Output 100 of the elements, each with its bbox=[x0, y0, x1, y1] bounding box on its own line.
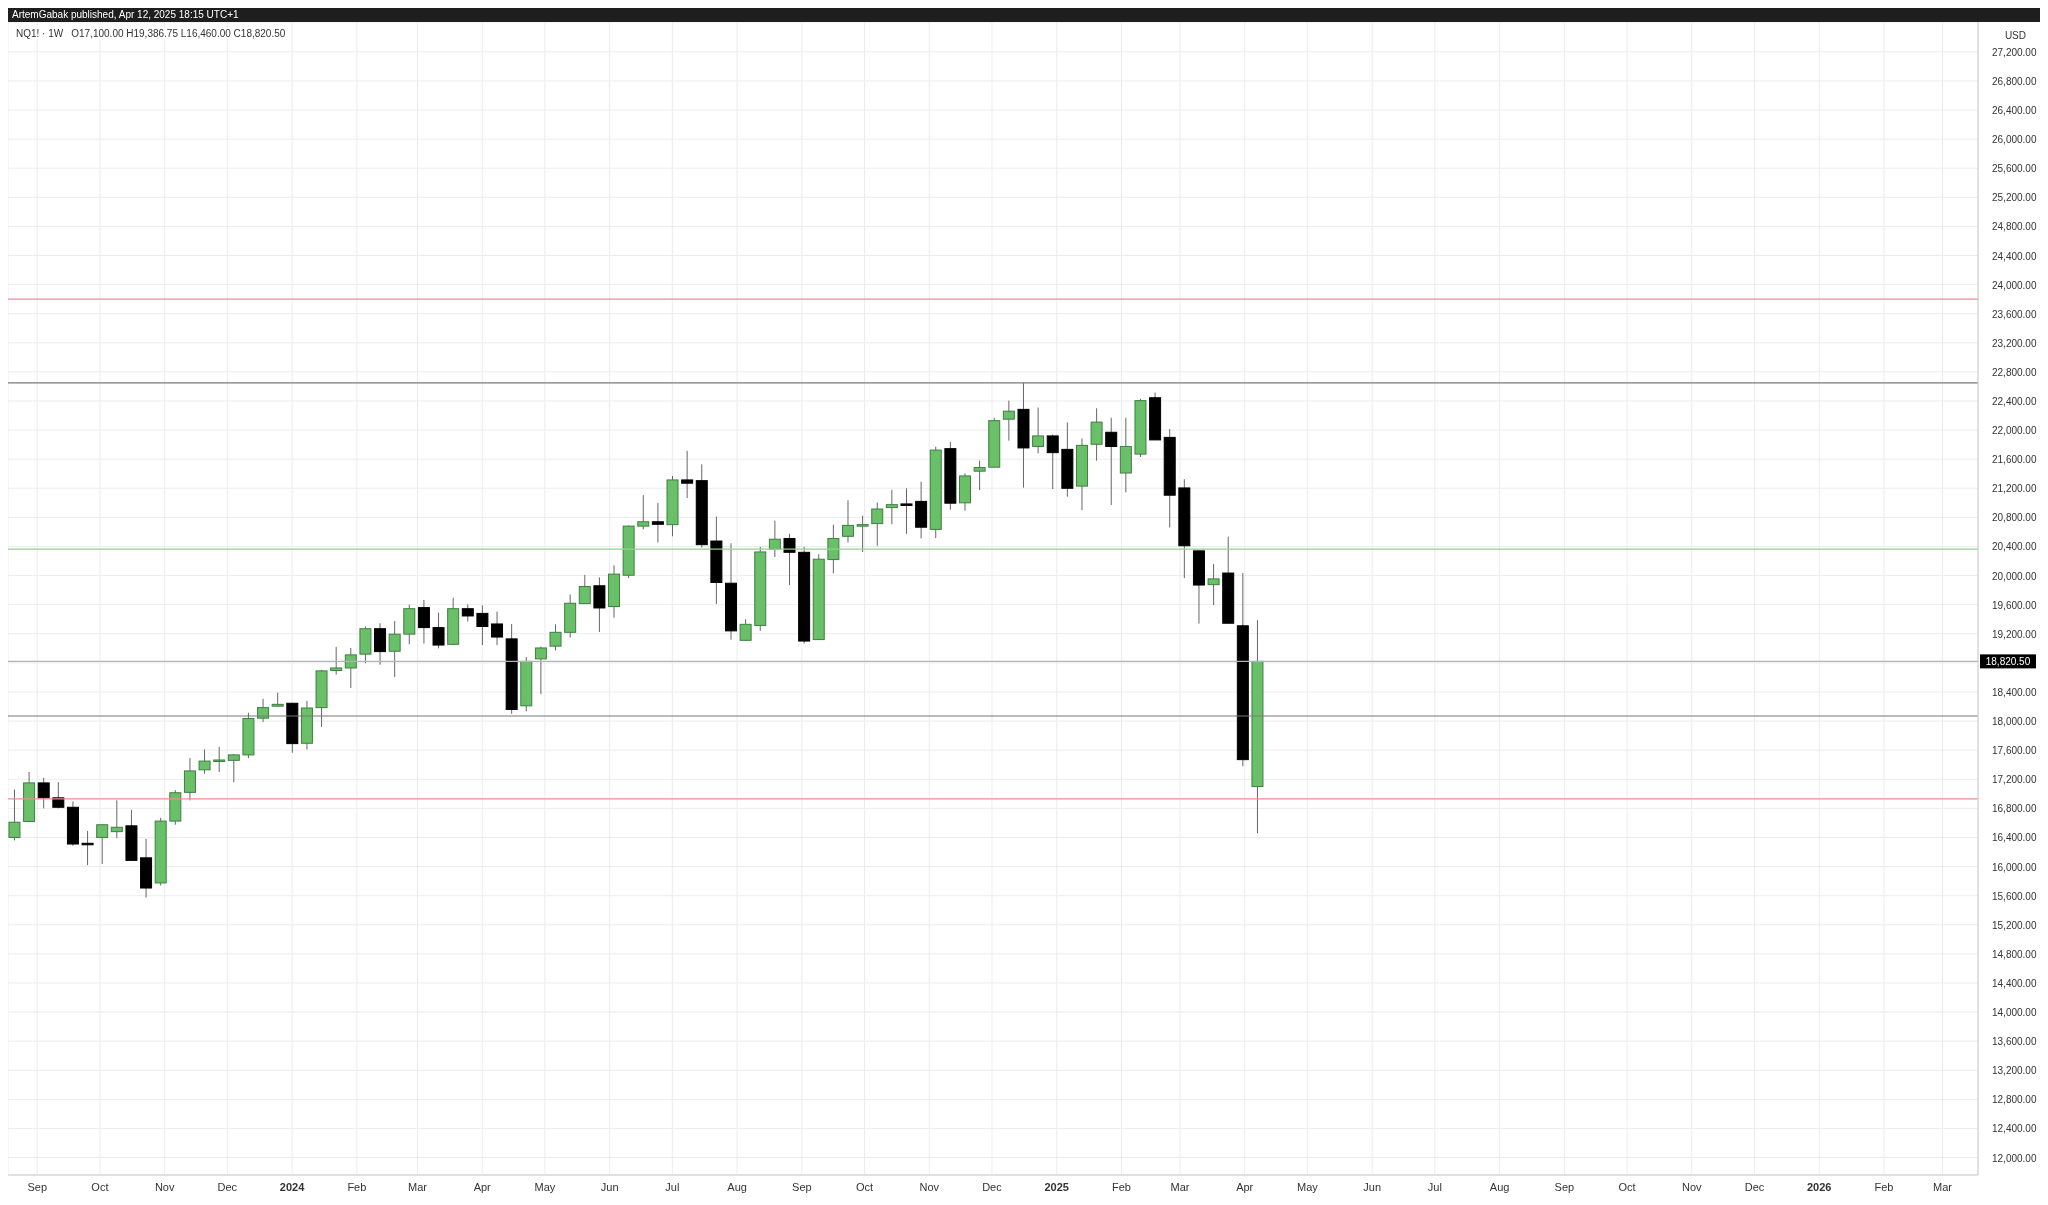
x-tick-label: Mar bbox=[1933, 1181, 1953, 1193]
candlestick bbox=[1046, 433, 1059, 490]
y-tick-label: 26,800.00 bbox=[1992, 75, 2037, 87]
candlestick bbox=[96, 823, 109, 865]
candlestick bbox=[491, 611, 504, 646]
candlestick bbox=[183, 757, 196, 801]
x-tick-label: Feb bbox=[1111, 1181, 1131, 1193]
candlestick bbox=[374, 622, 387, 666]
y-tick-label: 22,400.00 bbox=[1992, 396, 2037, 407]
y-tick-label: 27,200.00 bbox=[1992, 46, 2037, 58]
y-tick-label: 26,000.00 bbox=[1992, 134, 2037, 146]
y-tick-label: 22,000.00 bbox=[1992, 425, 2037, 437]
x-tick-label: 2024 bbox=[279, 1181, 306, 1193]
x-tick-label: Apr bbox=[1236, 1181, 1254, 1193]
candlestick bbox=[1002, 400, 1015, 442]
candlestick bbox=[1105, 417, 1118, 506]
x-tick-label: Feb bbox=[1874, 1181, 1894, 1193]
text: O17,100.00 H19,386.75 L16,460.00 C18,820.50 bbox=[71, 28, 286, 39]
y-tick-label: 22,800.00 bbox=[1992, 366, 2037, 378]
candlestick bbox=[651, 502, 664, 543]
candlestick bbox=[578, 574, 591, 605]
candlestick bbox=[344, 647, 357, 689]
x-tick-label: Dec bbox=[982, 1181, 1003, 1193]
y-tick-label: 17,600.00 bbox=[1992, 745, 2037, 757]
candlestick bbox=[637, 494, 650, 530]
candlestick bbox=[534, 646, 547, 695]
x-tick-label: Sep bbox=[27, 1181, 48, 1193]
y-tick-label: 25,200.00 bbox=[1992, 192, 2037, 204]
candlestick bbox=[476, 604, 489, 646]
candlestick bbox=[1090, 407, 1103, 462]
candlestick bbox=[37, 777, 50, 809]
y-tick-label: 14,000.00 bbox=[1992, 1007, 2037, 1019]
x-tick-label: Mar bbox=[1170, 1181, 1190, 1193]
candlestick bbox=[593, 576, 606, 633]
candlestick bbox=[432, 612, 445, 649]
x-tick-label: Apr bbox=[473, 1181, 492, 1193]
candlestick bbox=[8, 788, 21, 841]
y-tick-label: 20,400.00 bbox=[1992, 541, 2037, 553]
x-tick-label: Nov bbox=[919, 1181, 940, 1193]
candlestick bbox=[81, 830, 94, 866]
x-tick-label: Mar bbox=[407, 1181, 428, 1193]
x-tick-label: Nov bbox=[154, 1181, 175, 1193]
y-tick-label: 20,000.00 bbox=[1992, 570, 2037, 582]
y-tick-label: 21,600.00 bbox=[1992, 454, 2037, 466]
y-tick-label: 14,800.00 bbox=[1992, 948, 2037, 960]
candlestick bbox=[842, 499, 854, 543]
text: ArtemGabak published, Apr 12, 2025 18:15 UTC+1 bbox=[12, 9, 239, 20]
x-tick-label: May bbox=[534, 1181, 556, 1193]
y-tick-label: 25,600.00 bbox=[1992, 163, 2037, 175]
y-tick-label: 12,800.00 bbox=[1992, 1094, 2037, 1106]
x-tick-label: Dec bbox=[217, 1181, 238, 1193]
ref-line-label: 18,820.50 bbox=[1985, 656, 2031, 668]
candlestick bbox=[973, 460, 986, 491]
x-tick-label: 2025 bbox=[1044, 1181, 1069, 1193]
candlestick bbox=[681, 450, 694, 499]
y-tick-label: 15,200.00 bbox=[1992, 919, 2037, 931]
y-tick-label: 16,400.00 bbox=[1992, 832, 2037, 844]
y-tick-label: 18,000.00 bbox=[1992, 716, 2037, 728]
x-tick-label: Aug bbox=[727, 1181, 747, 1193]
candlestick bbox=[827, 524, 840, 574]
y-tick-label: 20,800.00 bbox=[1992, 512, 2037, 524]
x-tick-label: Oct bbox=[1618, 1181, 1636, 1193]
candlestick bbox=[549, 623, 562, 652]
y-tick-label: 17,200.00 bbox=[1992, 774, 2037, 786]
y-tick-label: 14,400.00 bbox=[1992, 977, 2037, 989]
candlestick bbox=[856, 515, 869, 553]
x-tick-label: Jun bbox=[1363, 1181, 1382, 1193]
x-tick-label: Nov bbox=[1682, 1181, 1703, 1193]
y-tick-label: 23,200.00 bbox=[1992, 337, 2037, 349]
candlestick bbox=[213, 746, 226, 773]
y-tick-label: 12,000.00 bbox=[1992, 1152, 2037, 1164]
candlestick bbox=[885, 489, 898, 525]
candlestick bbox=[110, 799, 123, 839]
candlestick bbox=[198, 748, 211, 775]
candlestick bbox=[388, 620, 401, 678]
y-tick-label: 23,600.00 bbox=[1992, 308, 2037, 320]
x-tick-label: May bbox=[1297, 1181, 1319, 1193]
candlestick bbox=[417, 599, 430, 645]
y-tick-label: 24,400.00 bbox=[1992, 250, 2037, 262]
x-tick-label: Dec bbox=[1744, 1181, 1765, 1193]
y-tick-label: 18,400.00 bbox=[1992, 686, 2037, 698]
candlestick bbox=[1207, 563, 1220, 606]
x-tick-label: 2026 bbox=[1806, 1181, 1832, 1193]
y-tick-label: 13,600.00 bbox=[1992, 1036, 2037, 1048]
candlestick bbox=[227, 753, 240, 783]
x-tick-label: Oct bbox=[855, 1181, 874, 1193]
y-tick-label: 19,200.00 bbox=[1992, 628, 2037, 640]
x-tick-label: Jun bbox=[600, 1181, 619, 1193]
x-tick-label: Feb bbox=[347, 1181, 367, 1193]
y-tick-label: 19,600.00 bbox=[1992, 599, 2037, 611]
y-tick-label: 26,400.00 bbox=[1992, 105, 2037, 117]
y-tick-label: 21,200.00 bbox=[1992, 483, 2037, 495]
x-tick-label: Aug bbox=[1489, 1181, 1510, 1193]
candlestick bbox=[1032, 407, 1045, 454]
text: NQ1! · 1W bbox=[16, 28, 64, 39]
candlestick bbox=[900, 487, 913, 535]
y-tick-label: 16,800.00 bbox=[1992, 803, 2037, 815]
candlestick bbox=[871, 501, 884, 547]
x-tick-label: Sep bbox=[1554, 1181, 1575, 1193]
y-tick-label: 16,000.00 bbox=[1992, 861, 2037, 873]
